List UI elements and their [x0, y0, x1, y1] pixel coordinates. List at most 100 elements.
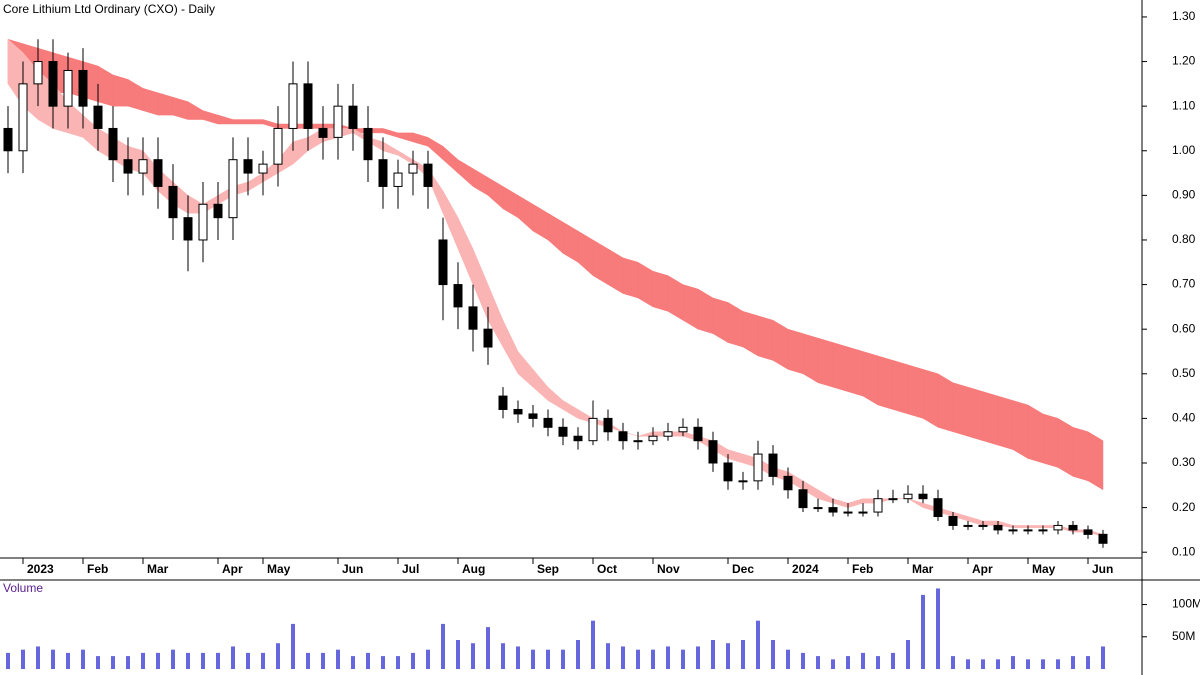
- x-tick-label: Jun: [1092, 562, 1113, 576]
- volume-bar: [771, 640, 775, 669]
- candle-body: [693, 426, 703, 442]
- candle-body: [288, 83, 298, 129]
- band-segment: [1012, 400, 1029, 459]
- band-segment: [802, 333, 819, 384]
- candle-body: [198, 203, 208, 241]
- x-tick-label: Jun: [342, 562, 363, 576]
- x-tick-label: Nov: [657, 562, 680, 576]
- band-segment: [817, 337, 834, 388]
- band-segment: [787, 328, 804, 375]
- candle-body: [873, 498, 883, 513]
- candle-body: [1023, 529, 1033, 532]
- volume-bar: [246, 652, 250, 669]
- candle-body: [738, 480, 748, 483]
- volume-tick-label: 50M: [1172, 629, 1195, 643]
- x-tick-label: Jul: [402, 562, 419, 576]
- band-segment: [952, 382, 969, 437]
- candle-body: [1008, 529, 1018, 532]
- volume-bar: [21, 649, 25, 669]
- band-segment: [997, 395, 1014, 450]
- candle-body: [93, 105, 103, 129]
- volume-bar: [951, 656, 955, 669]
- y-tick-label: 0.60: [1172, 321, 1196, 335]
- band-segment: [247, 119, 264, 125]
- candle-body: [1098, 533, 1108, 544]
- volume-bar: [261, 652, 265, 669]
- volume-bar: [216, 652, 220, 669]
- y-tick-label: 0.90: [1172, 188, 1196, 202]
- volume-bar: [981, 659, 985, 669]
- x-tick-label: Oct: [597, 562, 617, 576]
- volume-bar: [1101, 646, 1105, 669]
- candle-body: [138, 159, 148, 174]
- band-segment: [982, 391, 999, 446]
- band-segment: [922, 368, 939, 428]
- band-segment: [967, 386, 984, 442]
- volume-bar: [831, 659, 835, 669]
- volume-bar: [201, 652, 205, 669]
- volume-bar: [336, 649, 340, 669]
- band-segment: [832, 342, 849, 392]
- band-segment: [1027, 404, 1044, 464]
- volume-bar: [516, 646, 520, 669]
- volume-bar: [1086, 656, 1090, 669]
- candle-body: [993, 524, 1003, 531]
- volume-bar: [576, 640, 580, 669]
- band-segment: [622, 257, 639, 299]
- band-segment: [232, 119, 249, 125]
- volume-bar: [1026, 659, 1030, 669]
- candle-body: [543, 417, 553, 428]
- candle-body: [243, 159, 253, 174]
- volume-bar: [1056, 659, 1060, 669]
- volume-bar: [726, 643, 730, 669]
- volume-bar: [426, 649, 430, 669]
- candle-body: [903, 493, 913, 500]
- volume-bar: [816, 656, 820, 669]
- candle-body: [813, 507, 823, 510]
- x-tick-label: May: [1032, 562, 1056, 576]
- candle-body: [828, 507, 838, 513]
- volume-bar: [171, 649, 175, 669]
- candle-body: [213, 203, 223, 219]
- volume-bar: [501, 643, 505, 669]
- volume-bar: [921, 594, 925, 669]
- candle-body: [228, 159, 238, 219]
- volume-bar: [756, 620, 760, 669]
- volume-bar: [861, 652, 865, 669]
- volume-title: Volume: [3, 581, 43, 595]
- volume-bar: [141, 652, 145, 669]
- band-segment: [907, 364, 924, 419]
- volume-bar: [696, 646, 700, 669]
- candle-body: [348, 105, 358, 129]
- volume-bar: [966, 659, 970, 669]
- volume-bar: [996, 659, 1000, 669]
- volume-bar: [711, 640, 715, 669]
- volume-tick-label: 100M: [1172, 597, 1200, 611]
- x-tick-label: May: [267, 562, 291, 576]
- band-segment: [1072, 426, 1089, 482]
- candle-body: [963, 524, 973, 527]
- band-segment: [892, 360, 909, 415]
- candle-body: [498, 395, 508, 410]
- candle-body: [708, 440, 718, 464]
- volume-bar: [891, 652, 895, 669]
- candle-body: [588, 417, 598, 442]
- candle-body: [48, 61, 58, 107]
- volume-bar: [636, 649, 640, 669]
- band-segment: [757, 315, 774, 361]
- volume-bar: [486, 627, 490, 669]
- band-segment: [982, 520, 999, 526]
- candle-body: [633, 440, 643, 443]
- y-tick-label: 1.10: [1172, 98, 1196, 112]
- y-tick-label: 0.70: [1172, 277, 1196, 291]
- candle-body: [423, 163, 433, 187]
- candle-body: [168, 185, 178, 219]
- band-segment: [1087, 431, 1104, 491]
- candle-body: [843, 511, 853, 514]
- band-segment: [862, 351, 879, 406]
- candle-body: [363, 127, 373, 161]
- volume-bar: [471, 643, 475, 669]
- candle-body: [438, 239, 448, 286]
- volume-bar: [381, 656, 385, 669]
- candle-body: [978, 524, 988, 527]
